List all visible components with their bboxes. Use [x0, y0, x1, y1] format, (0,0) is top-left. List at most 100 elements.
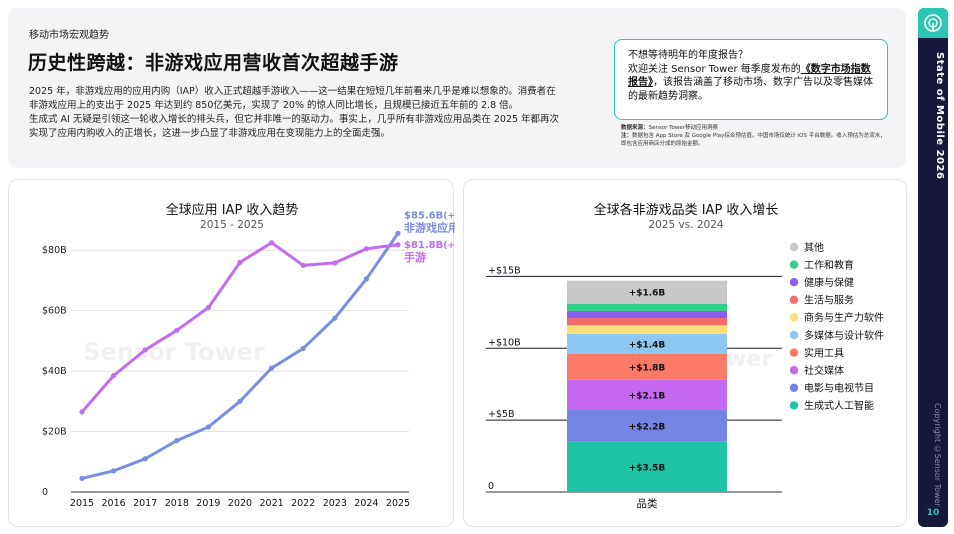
data-point: [363, 246, 369, 252]
promo-text: 欢迎关注 Sensor Tower 每季度发布的《数字市场指数报告》，该报告涵盖…: [628, 63, 873, 102]
data-point: [174, 327, 180, 333]
y-tick-label: $80B: [42, 245, 67, 256]
legend-marker: [789, 401, 799, 410]
end-value: $81.8B: [404, 240, 443, 251]
legend-marker: [789, 260, 799, 269]
data-point: [142, 456, 148, 462]
bar-segment: [567, 310, 727, 319]
data-point: [269, 365, 275, 371]
intro-line: 2025 年，非游戏应用的应用内购（IAP）收入正式超越手游收入——这一结果在短…: [29, 86, 556, 97]
legend-marker: [789, 330, 799, 340]
y-tick-label: +$15B: [488, 265, 521, 276]
sidebar: State of Mobile 2026 Copyright ©Sensor T…: [918, 8, 948, 527]
y-tick-label: +$10B: [488, 337, 521, 348]
x-tick-label: 2015: [70, 498, 94, 509]
data-point: [237, 259, 243, 265]
bar-segment: [567, 318, 727, 326]
legend-label: 社交媒体: [804, 364, 844, 377]
data-point: [300, 262, 306, 268]
end-change: (+21% YoY): [443, 211, 455, 221]
segment-label: +$1.8B: [629, 363, 666, 373]
bar-segment: [567, 441, 727, 492]
data-point: [205, 305, 211, 311]
x-tick-label: 2024: [354, 498, 378, 509]
segment-label: +$3.5B: [629, 463, 666, 473]
source-note: 数据来源：Sensor Tower移动应用洞察 注：数据包含 App Store…: [621, 125, 886, 147]
legend-marker: [789, 383, 799, 392]
segment-label: +$1.6B: [629, 289, 666, 299]
promo-question: 不想等待明年的年度报告？: [628, 50, 748, 61]
bar-segment: [567, 303, 727, 311]
legend-label: 其他: [804, 241, 824, 254]
data-point: [79, 409, 85, 415]
legend-label: 实用工具: [804, 346, 844, 359]
legend-label: 电影与电视节目: [804, 382, 874, 395]
end-change: (+1% YoY): [443, 241, 455, 251]
report-link[interactable]: 《数字市场指数报告》: [628, 63, 871, 89]
bar-segment: [567, 354, 727, 380]
data-point: [205, 424, 211, 430]
x-tick-label: 2017: [133, 498, 157, 509]
legend-label: 商务与生产力软件: [804, 311, 884, 324]
page-number: 10: [926, 508, 940, 518]
segment-label: +$2.2B: [629, 422, 666, 432]
x-tick-label: 2025: [386, 498, 410, 509]
report-promo-box: 不想等待明年的年度报告？ 欢迎关注 Sensor Tower 每季度发布的《数字…: [614, 39, 888, 120]
data-point: [111, 373, 117, 379]
intro-line: 生成式 AI 无疑是引领这一轮收入增长的排头兵，但它并非唯一的驱动力。事实上，几…: [29, 114, 560, 125]
x-axis-label: 品类: [637, 497, 658, 510]
x-tick-label: 2018: [165, 498, 189, 509]
data-point: [111, 468, 117, 474]
legend-label: 多媒体与设计软件: [804, 329, 884, 342]
data-point: [395, 230, 401, 236]
y-tick-label: 0: [488, 481, 494, 492]
x-tick-label: 2022: [291, 498, 315, 509]
chart-subtitle: 2015 - 2025: [200, 219, 264, 231]
chart-title: 全球应用 IAP 收入趋势: [166, 202, 299, 218]
intro-line: 实现了应用内购收入的正增长，这进一步凸显了非游戏应用在变现能力上的全面走强。: [29, 128, 391, 139]
segment-label: +$1.4B: [629, 340, 666, 350]
line-chart-card: 全球应用 IAP 收入趋势 2015 - 2025 Sensor Tower 0 $20…: [8, 179, 455, 527]
intro-line: 非游戏应用上的支出于 2025 年达到约 850亿美元，实现了 20% 的惊人同…: [29, 100, 519, 111]
y-tick-label: +$5B: [488, 409, 515, 420]
series-end-label: $85.6B(+21% YoY): [404, 210, 455, 221]
data-point: [395, 242, 401, 248]
watermark: Sensor Tower: [83, 338, 265, 366]
bar-segment: [567, 410, 727, 442]
series-name-label: 手游: [404, 250, 426, 264]
legend-marker: [789, 366, 799, 375]
legend-marker: [789, 348, 799, 357]
x-tick-label: 2019: [196, 498, 220, 509]
copyright-text: Copyright ©Sensor Tower: [933, 403, 942, 507]
data-point: [142, 347, 148, 353]
data-point: [237, 398, 243, 404]
series-name-label: 非游戏应用: [404, 220, 455, 234]
header-panel: 移动市场宏观趋势 历史性跨越：非游戏应用营收首次超越手游 2025 年，非游戏应…: [8, 8, 906, 168]
legend-marker: [789, 242, 799, 252]
data-point: [269, 240, 275, 246]
sensor-tower-logo-icon: [918, 8, 948, 38]
report-title: State of Mobile 2026: [934, 52, 945, 180]
series-line: [80, 241, 400, 414]
bar-segment: [567, 379, 727, 411]
x-tick-label: 2016: [102, 498, 126, 509]
y-tick-label: $60B: [42, 306, 67, 317]
legend-label: 生成式人工智能: [804, 399, 874, 412]
series-end-label: $81.8B(+1% YoY): [404, 240, 455, 251]
bar-segment: [567, 325, 727, 334]
legend-label: 生活与服务: [804, 294, 854, 307]
y-tick-label: $20B: [42, 427, 67, 438]
legend-label: 工作和教育: [804, 258, 854, 271]
data-point: [363, 276, 369, 282]
legend-marker: [789, 313, 799, 322]
data-point: [332, 260, 338, 266]
x-tick-label: 2023: [323, 498, 347, 509]
section-label: 移动市场宏观趋势: [29, 30, 109, 41]
data-point: [79, 475, 85, 481]
data-point: [174, 438, 180, 444]
segment-label: +$2.1B: [629, 391, 666, 401]
x-tick-label: 2020: [228, 498, 252, 509]
